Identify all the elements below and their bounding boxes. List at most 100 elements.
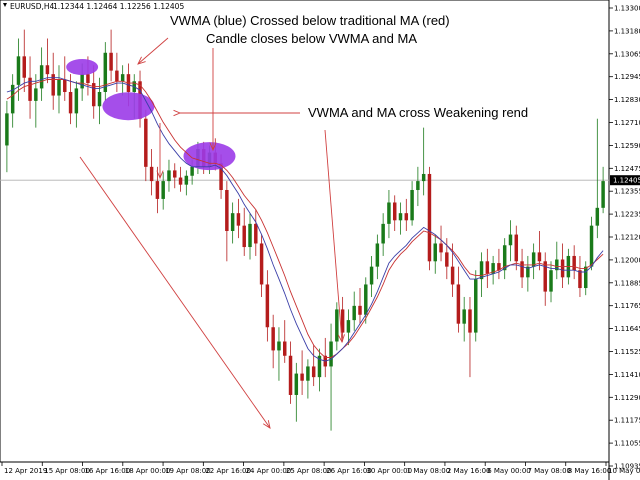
candle [288,341,293,404]
candle-body [595,207,600,226]
candle-body [265,284,270,328]
candle [45,38,50,84]
candle-body [80,74,84,89]
candle-body [155,181,160,199]
candle-body [294,373,299,395]
candle-body [346,320,351,333]
candle-body [375,243,380,267]
arrow-to-ma-cross [324,129,343,343]
candle-body [225,190,229,231]
x-tick-label: 8 May 16:00 [568,467,612,475]
x-tick-label: 12 Apr 2019 [4,467,47,475]
candle-body [474,279,478,333]
candle-body [51,74,55,96]
candle [369,255,374,297]
candle-body [358,305,362,315]
candle-body [433,243,437,262]
x-tick-label: 30 Apr 00:00 [366,467,412,475]
candle-body [526,266,530,278]
candle [433,234,437,274]
candle-body [115,70,119,82]
y-tick-label: 1.11055 [614,440,640,448]
candle-body [271,327,275,351]
candle-body [22,56,26,78]
y-tick-label: 1.11525 [614,348,640,356]
candle-body [57,79,61,96]
candle-body [178,177,183,185]
candle [404,198,409,231]
candle [346,309,351,346]
y-tick-label: 1.12475 [614,165,640,173]
candle [584,261,588,296]
highlight-ellipse [102,92,155,121]
candle [485,248,490,289]
candle-body [109,52,113,71]
candle-body [537,252,542,262]
candle [161,172,165,210]
candle [294,362,299,422]
candle [300,350,304,395]
candle-body [91,83,96,107]
candle [51,52,55,110]
candle [352,291,356,331]
y-tick-label: 1.12000 [614,256,640,264]
candle [392,195,397,231]
candle-body [601,181,605,208]
candle-body [497,263,501,271]
y-tick-label: 1.12945 [614,73,640,81]
arrow-to-first-cross [137,37,169,65]
candle [10,74,15,128]
candle-body [531,252,536,267]
candle-body [468,309,472,333]
candle-body [398,213,403,221]
candle-body [445,252,449,267]
candle-body [68,91,73,114]
candle-body [317,355,322,378]
candle [149,149,154,196]
candle-body [404,213,409,221]
candle [57,65,61,114]
highlight-ellipse [66,59,99,76]
candle [242,207,246,256]
candle [526,255,530,292]
y-tick-label: 1.13300 [614,5,640,13]
candle [259,234,264,297]
dropdown-triangle-icon [3,3,7,7]
candle [155,166,160,214]
x-tick-label: 25 Apr 08:00 [286,467,332,475]
y-tick-label: 1.11410 [614,371,640,379]
candle-body [410,190,414,221]
y-tick-label: 1.12355 [614,188,640,196]
candle [144,109,148,182]
candle [335,302,339,351]
candle-body [300,373,304,381]
candle [543,252,547,306]
candle-body [439,243,443,253]
x-tick-label: 22 Apr 16:00 [205,467,251,475]
candle-body [335,309,339,342]
candle [97,77,102,125]
candle [468,296,472,378]
candle [22,29,26,92]
candle-body [277,341,281,351]
candle-body [161,181,165,199]
candle-body [589,225,594,267]
candle-body [364,284,368,315]
candle [63,56,67,101]
candle [120,65,125,96]
ma-line [6,79,604,358]
arrow-head [337,334,345,344]
candle-body [86,74,90,84]
candle [416,166,420,207]
annotation-vwma-cross: VWMA (blue) Crossed below traditional MA… [170,13,450,28]
candle [491,255,495,285]
candle-body [10,84,15,114]
x-tick-label: 26 Apr 16:00 [326,467,372,475]
candle [225,181,229,262]
vwma-line [6,77,604,362]
candle [173,163,177,189]
candle-body [555,259,559,271]
y-tick-label: 1.11765 [614,302,640,310]
